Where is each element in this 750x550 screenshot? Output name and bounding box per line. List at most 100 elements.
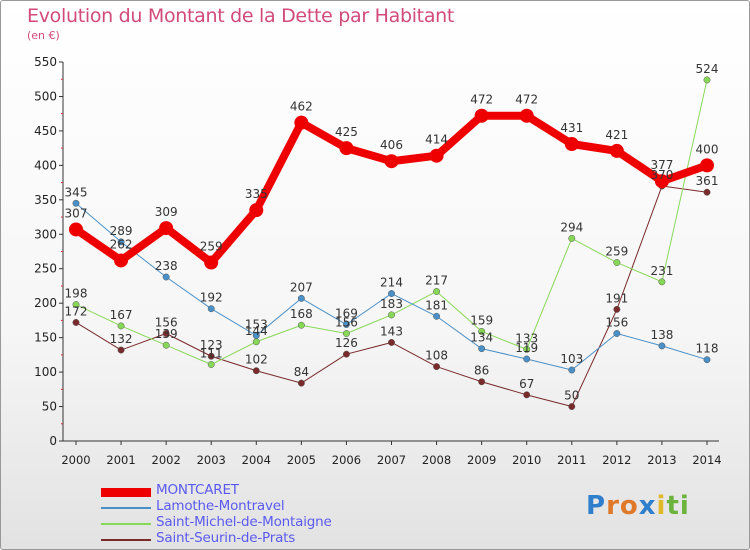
data-label: 472 (470, 93, 493, 107)
data-label: 172 (65, 304, 88, 318)
data-point (69, 222, 83, 237)
data-point (568, 234, 576, 242)
data-point (342, 321, 350, 328)
data-label: 133 (515, 331, 538, 345)
data-label: 361 (696, 174, 719, 188)
data-point (117, 346, 125, 354)
data-label: 425 (335, 125, 358, 139)
y-tick-label: 500 (34, 89, 57, 103)
data-point (613, 330, 621, 337)
data-label: 307 (65, 206, 88, 220)
legend-label: MONTCARET (156, 482, 239, 498)
legend-swatch (101, 523, 151, 525)
data-point (703, 188, 711, 196)
data-label: 156 (155, 316, 178, 330)
data-point (700, 158, 714, 173)
unit-label: (en €) (27, 29, 60, 42)
data-point (339, 141, 354, 156)
data-label: 309 (155, 205, 178, 219)
data-label: 289 (110, 224, 133, 238)
data-point (162, 273, 170, 281)
y-tick-label: 250 (34, 262, 57, 276)
data-label: 159 (470, 313, 493, 327)
data-point (72, 301, 80, 309)
logo-letter: i (656, 491, 667, 521)
data-label: 262 (110, 237, 133, 251)
data-label: 84 (294, 365, 309, 379)
data-point (388, 290, 395, 297)
data-point (568, 366, 576, 374)
data-point (658, 342, 666, 350)
data-point (384, 154, 399, 169)
x-tick-label: 2008 (422, 453, 451, 467)
data-point (568, 403, 576, 410)
data-point (114, 253, 129, 268)
data-point (564, 137, 579, 152)
data-label: 168 (290, 307, 313, 321)
x-tick-label: 2000 (61, 453, 90, 467)
data-label: 400 (696, 142, 719, 156)
data-label: 231 (650, 264, 673, 278)
data-point (297, 294, 305, 302)
data-point (654, 174, 669, 189)
y-tick-label: 300 (34, 227, 57, 241)
data-point (72, 319, 80, 326)
data-label: 207 (290, 280, 313, 294)
data-point (388, 339, 395, 346)
x-tick-label: 2010 (512, 453, 541, 467)
x-tick-label: 2007 (377, 453, 406, 467)
data-label: 103 (560, 352, 583, 366)
data-label: 259 (605, 245, 628, 259)
data-label: 181 (425, 298, 448, 312)
data-point (519, 108, 534, 123)
data-point (658, 278, 666, 286)
proxiti-logo: Proxiti (586, 491, 690, 521)
data-label: 335 (245, 187, 268, 201)
data-point (117, 322, 125, 330)
data-label: 431 (560, 121, 583, 135)
data-label: 67 (519, 377, 534, 391)
legend-swatch (101, 507, 151, 509)
data-label: 111 (200, 347, 223, 361)
logo-letter: r (606, 491, 620, 521)
data-point (433, 312, 441, 320)
data-point (252, 367, 260, 375)
data-label: 139 (155, 327, 178, 341)
data-label: 143 (380, 324, 403, 338)
data-label: 345 (65, 185, 88, 199)
data-label: 238 (155, 259, 178, 273)
logo-letter: x (638, 491, 657, 521)
data-label: 132 (110, 332, 133, 346)
data-label: 214 (380, 276, 403, 290)
y-tick-label: 0 (49, 434, 57, 448)
y-tick-label: 350 (34, 193, 57, 207)
x-tick-label: 2013 (647, 453, 676, 467)
data-point (433, 363, 441, 371)
x-tick-label: 2004 (242, 453, 271, 467)
data-point (294, 115, 309, 130)
data-point (252, 332, 260, 340)
data-point (613, 305, 621, 313)
x-tick-label: 2011 (557, 453, 586, 467)
x-tick-label: 2003 (197, 453, 226, 467)
x-tick-label: 2014 (692, 453, 721, 467)
x-tick-label: 2012 (602, 453, 631, 467)
data-label: 156 (605, 316, 628, 330)
data-point (297, 321, 305, 329)
data-point (703, 356, 711, 364)
data-point (388, 311, 395, 319)
data-point (429, 148, 444, 163)
x-tick-label: 2005 (287, 453, 316, 467)
data-label: 472 (515, 93, 538, 107)
data-point (117, 238, 125, 246)
data-label: 50 (564, 389, 579, 403)
data-point (523, 355, 531, 363)
data-label: 421 (605, 128, 628, 142)
x-tick-label: 2001 (106, 453, 135, 467)
data-label: 191 (605, 291, 628, 305)
data-point (478, 378, 486, 386)
data-label: 108 (425, 349, 448, 363)
data-point (342, 330, 350, 337)
data-label: 414 (425, 133, 448, 147)
